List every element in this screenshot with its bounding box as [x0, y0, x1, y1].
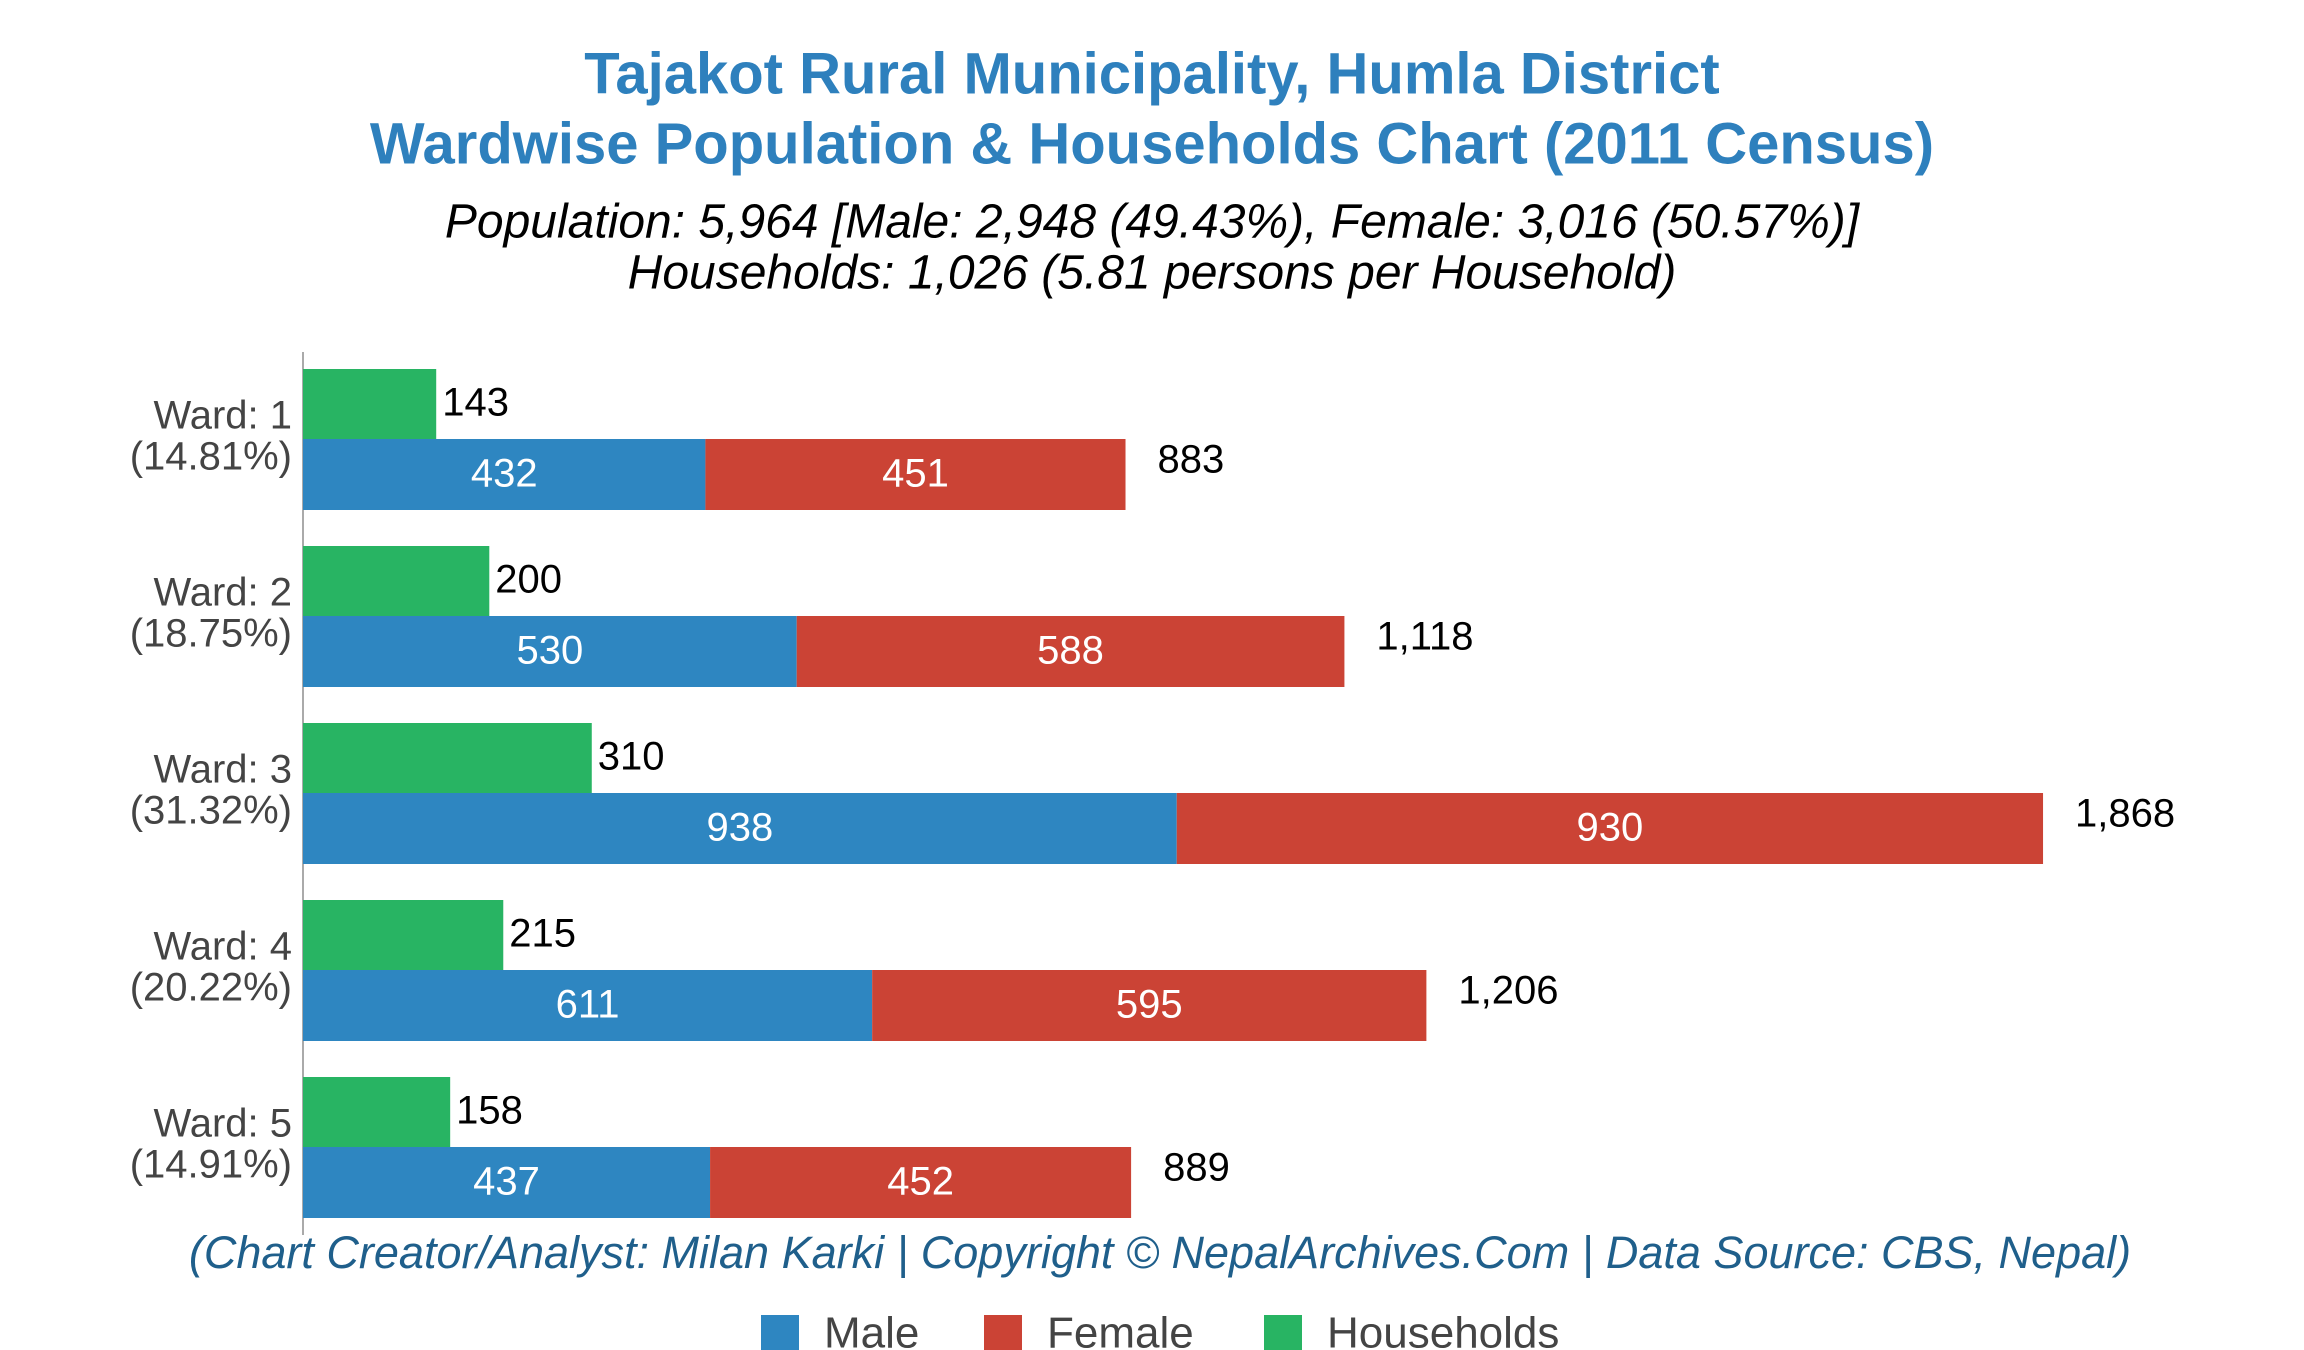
bar	[303, 793, 1177, 864]
legend-label: Female	[1047, 1309, 1194, 1350]
y-tick-label: Ward: 5	[153, 1102, 292, 1146]
data-label: 143	[442, 381, 509, 425]
data-label: 432	[471, 452, 538, 496]
bar	[872, 970, 1427, 1041]
data-label: 452	[887, 1160, 954, 1204]
data-label: 158	[456, 1089, 523, 1133]
bar	[303, 1147, 711, 1218]
data-label: 310	[598, 735, 665, 779]
data-label: 611	[556, 983, 620, 1027]
total-label: 883	[1158, 438, 1225, 482]
bar	[303, 970, 873, 1041]
chart-subtitle: Population: 5,964 [Male: 2,948 (49.43%),…	[445, 196, 1861, 249]
y-tick-label: Ward: 3	[153, 748, 292, 792]
bar	[303, 546, 490, 616]
chart-title: Wardwise Population & Households Chart (…	[370, 111, 1934, 176]
y-tick-label: (14.81%)	[130, 435, 292, 479]
total-label: 1,206	[1458, 969, 1558, 1013]
data-label: 215	[509, 912, 576, 956]
legend-swatch	[1264, 1315, 1302, 1350]
bar	[303, 439, 706, 510]
y-tick-label: (31.32%)	[130, 789, 292, 833]
chart-subtitle: Households: 1,026 (5.81 persons per Hous…	[628, 247, 1677, 300]
bar	[303, 900, 504, 970]
y-tick-label: Ward: 4	[153, 925, 292, 969]
y-tick-label: (14.91%)	[130, 1143, 292, 1187]
bar	[796, 616, 1345, 687]
data-label: 595	[1116, 983, 1183, 1027]
chart-title: Tajakot Rural Municipality, Humla Distri…	[584, 41, 1720, 106]
y-tick-label: (20.22%)	[130, 966, 292, 1010]
y-tick-label: (18.75%)	[130, 612, 292, 656]
total-label: 1,118	[1376, 615, 1473, 659]
total-label: 889	[1163, 1146, 1230, 1190]
bar	[303, 369, 437, 439]
bar	[1176, 793, 2044, 864]
data-label: 200	[495, 558, 562, 602]
bar	[705, 439, 1126, 510]
legend-swatch	[761, 1315, 799, 1350]
bar	[303, 616, 797, 687]
bar	[303, 723, 592, 793]
y-tick-label: Ward: 2	[153, 571, 292, 615]
legend-label: Households	[1327, 1309, 1559, 1350]
credit: (Chart Creator/Analyst: Milan Karki | Co…	[189, 1227, 2131, 1278]
total-label: 1,868	[2075, 792, 2175, 836]
legend-swatch	[984, 1315, 1022, 1350]
data-label: 451	[882, 452, 949, 496]
data-label: 530	[516, 629, 583, 673]
bar	[710, 1147, 1132, 1218]
bar	[303, 1077, 451, 1147]
y-tick-label: Ward: 1	[153, 394, 292, 438]
data-label: 930	[1577, 806, 1644, 850]
data-label: 437	[473, 1160, 540, 1204]
data-label: 938	[706, 806, 773, 850]
legend-label: Male	[824, 1309, 919, 1350]
data-label: 588	[1037, 629, 1104, 673]
